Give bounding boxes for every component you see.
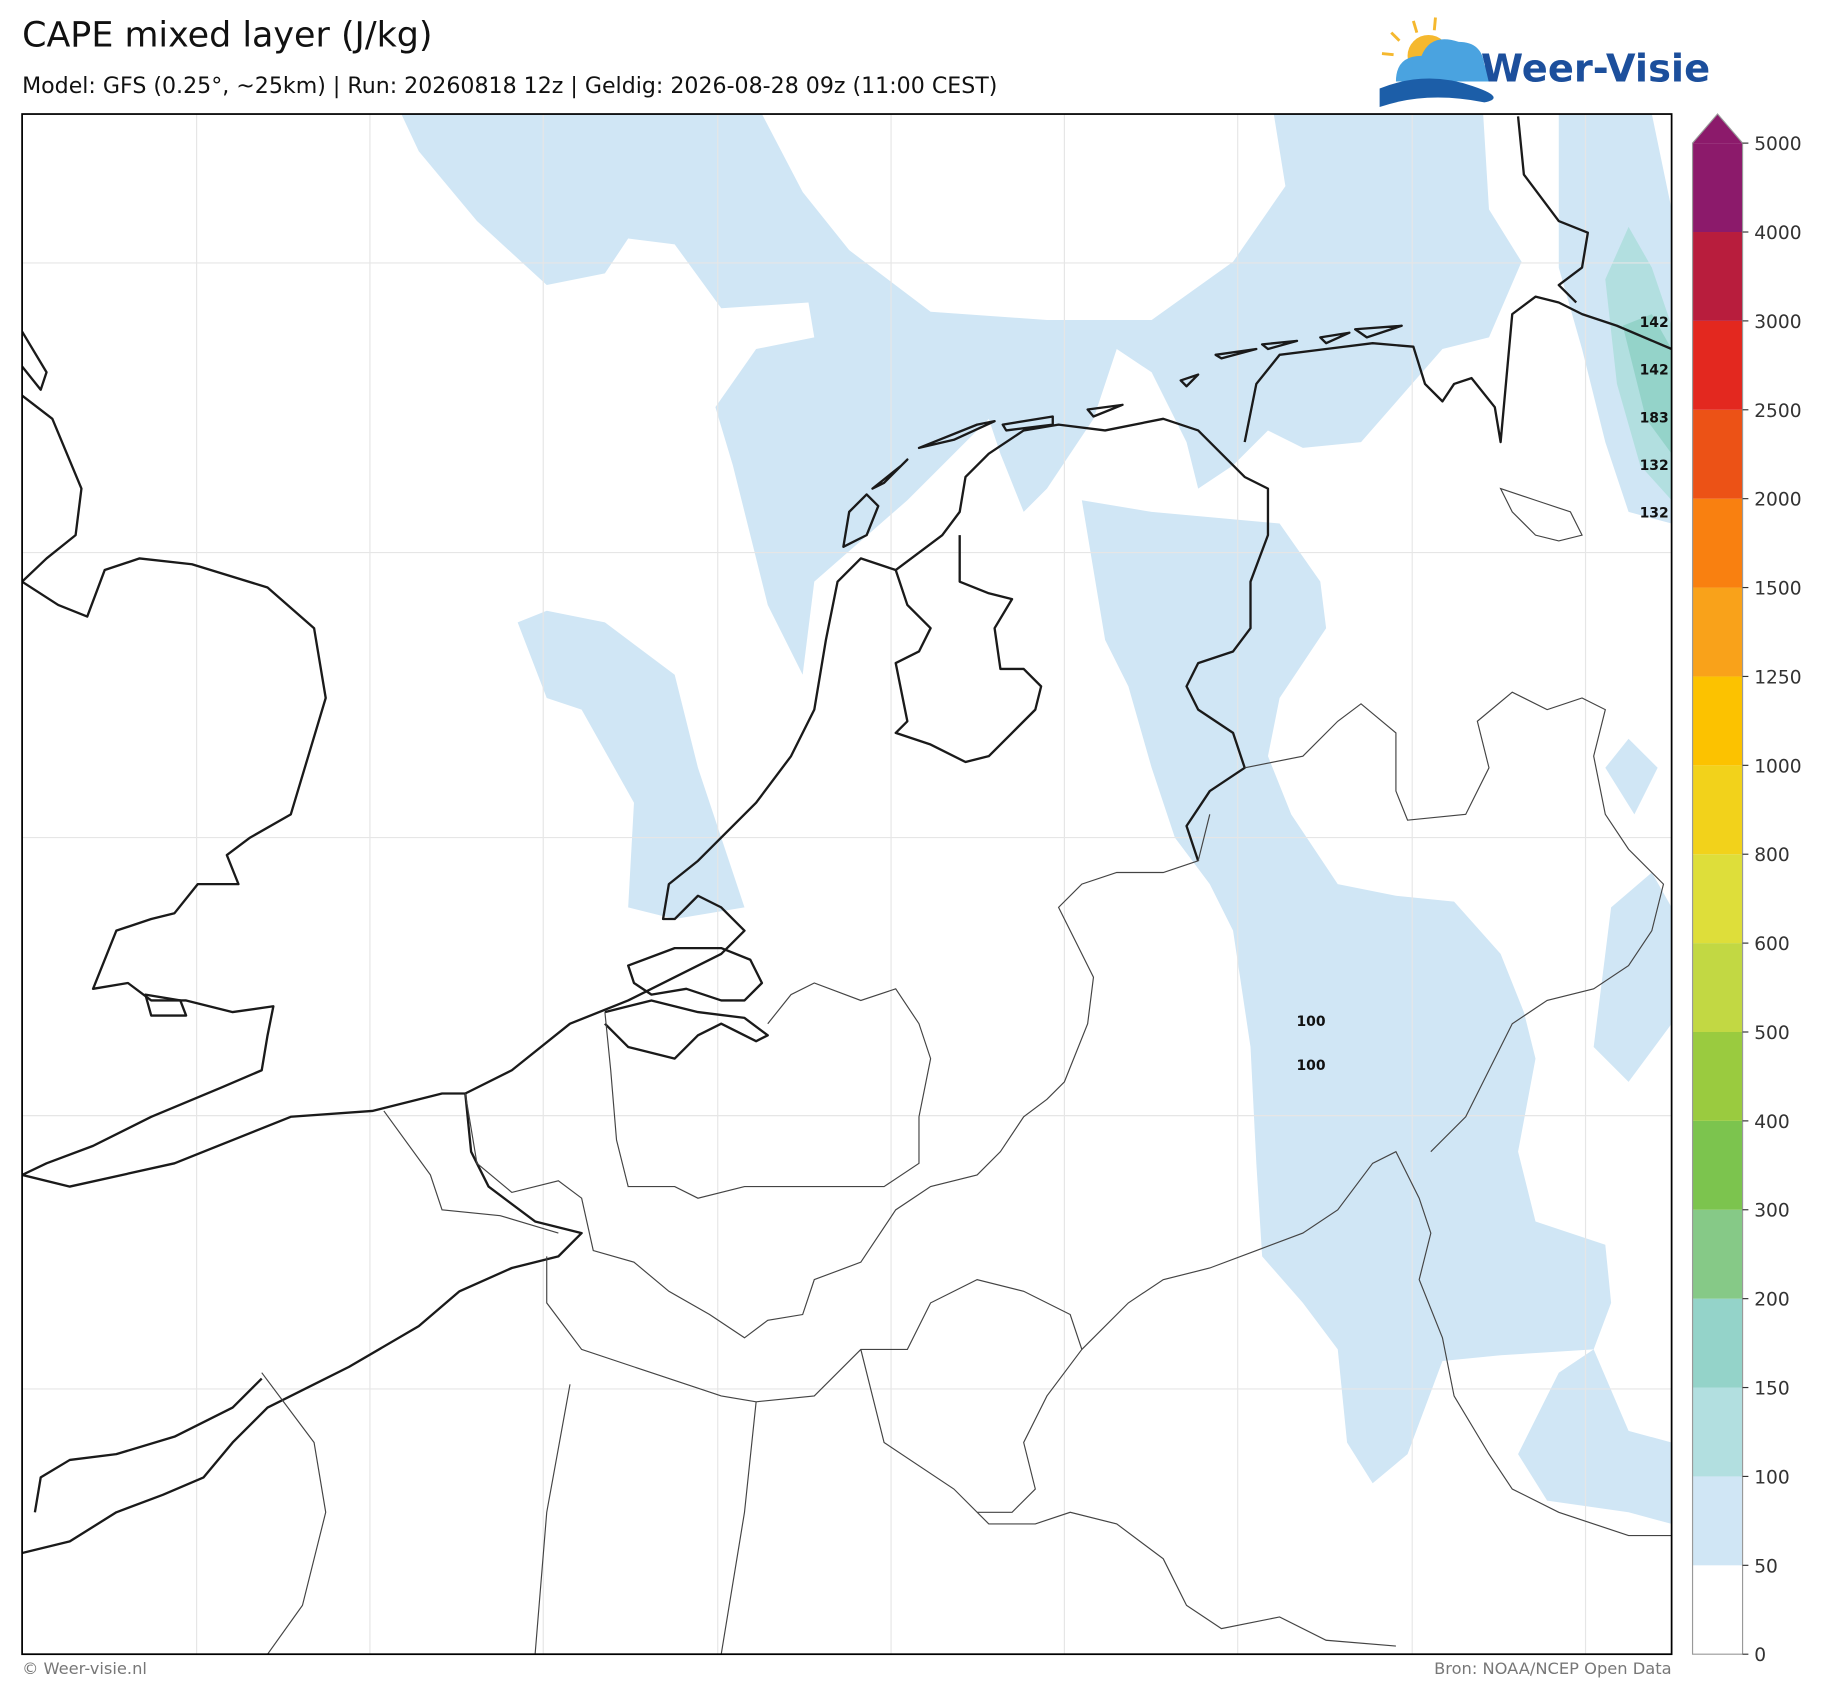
- colorbar-tick-label: 1000: [1754, 756, 1801, 777]
- map: 142 142 183 132 132 100 100: [22, 114, 1672, 1655]
- colorbar-tick-label: 800: [1754, 845, 1790, 866]
- colorbar-bin: [1692, 320, 1743, 410]
- colorbar: 0 50 100 150 200 300 400 500 600 800 1000 1250 1500 2…: [1691, 113, 1802, 1666]
- subtitle: Model: GFS (0.25°, ~25km) | Run: 2026081…: [22, 73, 997, 99]
- colorbar-tick-label: 150: [1754, 1379, 1790, 1400]
- colorbar-bin: [1692, 854, 1743, 944]
- borders: [261, 487, 1672, 1655]
- contour-label: 100: [1296, 1058, 1325, 1074]
- colorbar-bin: [1692, 1120, 1743, 1210]
- colorbar-bin: [1692, 498, 1743, 588]
- colorbar-bin: [1692, 232, 1743, 321]
- colorbar-bin: [1692, 676, 1743, 766]
- contour-labels: 142 142 183 132 132 100 100: [1296, 315, 1668, 1074]
- colorbar-tick-label: 4000: [1754, 223, 1801, 244]
- colorbar-tick-label: 600: [1754, 934, 1790, 955]
- map-frame: [21, 113, 1673, 1656]
- colorbar-outline: [1691, 113, 1744, 1655]
- contour-label: 100: [1296, 1014, 1325, 1030]
- footer-left: © Weer-visie.nl: [22, 1659, 147, 1678]
- footer-right: Bron: NOAA/NCEP Open Data: [1434, 1659, 1672, 1678]
- colorbar-bin: [1692, 1209, 1743, 1299]
- colorbar-bin: [1692, 1565, 1743, 1655]
- colorbar-bin: [1692, 409, 1743, 499]
- coastlines: [22, 116, 1672, 1555]
- colorbar-extend: [1692, 114, 1743, 144]
- colorbar-tick-label: 400: [1754, 1112, 1790, 1133]
- colorbar-tick-label: 0: [1754, 1645, 1766, 1666]
- contour-label: 132: [1640, 458, 1669, 474]
- colorbar-bin: [1692, 587, 1743, 677]
- colorbar-tick-label: 3000: [1754, 312, 1801, 333]
- colorbar-tick-label: 200: [1754, 1290, 1790, 1311]
- colorbar-bin: [1692, 1298, 1743, 1388]
- logo: Weer-Visie: [1379, 17, 1710, 108]
- colorbar-tick-label: 1250: [1754, 667, 1801, 688]
- colorbar-bin: [1692, 143, 1743, 233]
- colorbar-tick-label: 500: [1754, 1023, 1790, 1044]
- contour-label: 132: [1640, 506, 1669, 522]
- colorbar-tick-label: 5000: [1754, 134, 1801, 155]
- colorbar-tick-label: 300: [1754, 1201, 1790, 1222]
- colorbar-tick-label: 2500: [1754, 401, 1801, 422]
- colorbar-bin: [1692, 1476, 1743, 1566]
- title: CAPE mixed layer (J/kg): [22, 16, 432, 56]
- colorbar-tick-label: 2000: [1754, 490, 1801, 511]
- colorbar-tick-label: 50: [1754, 1556, 1778, 1577]
- colorbar-bin: [1692, 943, 1743, 1032]
- cape-field: [401, 114, 1672, 1524]
- colorbar-bin: [1692, 1387, 1743, 1477]
- contour-label: 142: [1640, 363, 1669, 379]
- contour-label: 142: [1640, 315, 1669, 331]
- colorbar-tick-label: 1500: [1754, 579, 1801, 600]
- colorbar-bin: [1692, 1031, 1743, 1121]
- colorbar-bin: [1692, 765, 1743, 855]
- colorbar-tick-label: 100: [1754, 1467, 1790, 1488]
- contour-label: 183: [1640, 410, 1669, 426]
- logo-text: Weer-Visie: [1481, 46, 1710, 91]
